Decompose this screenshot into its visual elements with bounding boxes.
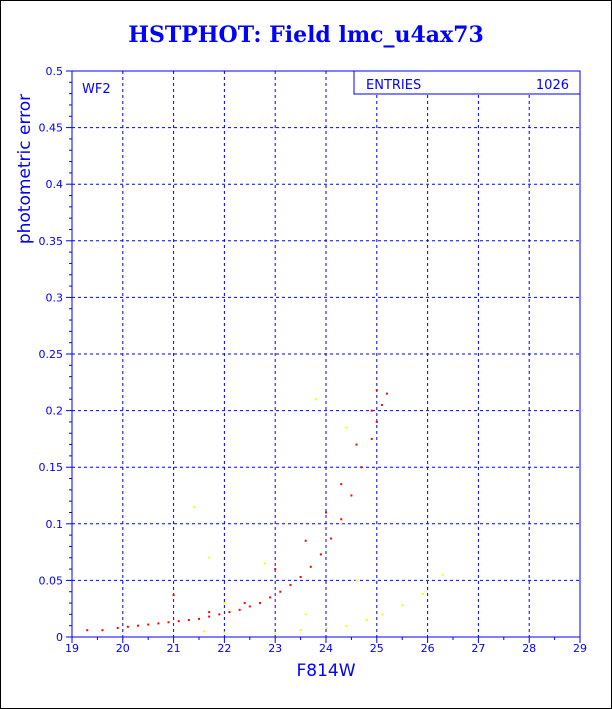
y-axis-title: photometric error xyxy=(15,94,35,244)
data-point xyxy=(279,590,282,593)
data-point xyxy=(116,626,119,629)
x-tick-label: 25 xyxy=(370,642,384,655)
data-point xyxy=(365,619,368,622)
data-point xyxy=(345,624,348,627)
y-tick-label: 0.05 xyxy=(39,574,64,587)
stats-box xyxy=(353,70,581,95)
data-point xyxy=(187,619,190,622)
data-point xyxy=(309,565,312,568)
chart-title: HSTPHOT: Field lmc_u4ax73 xyxy=(128,22,484,48)
data-point xyxy=(208,615,211,618)
data-point xyxy=(264,562,267,565)
x-tick-label: 20 xyxy=(116,642,130,655)
y-tick-label: 0.1 xyxy=(46,518,64,531)
data-point xyxy=(380,613,383,616)
data-point xyxy=(304,613,307,616)
data-points xyxy=(86,389,444,635)
data-point xyxy=(274,632,277,635)
data-point xyxy=(355,443,358,446)
data-point xyxy=(299,576,302,579)
data-point xyxy=(218,613,221,616)
data-point xyxy=(147,623,150,626)
data-point xyxy=(325,626,327,629)
stats-entries-label: ENTRIES xyxy=(366,78,421,93)
data-point xyxy=(203,630,206,633)
data-point xyxy=(223,631,226,634)
data-point xyxy=(340,483,343,486)
y-tick-label: 0.25 xyxy=(39,348,64,361)
y-tick-label: 0 xyxy=(56,631,63,644)
y-tick-label: 0.45 xyxy=(39,122,64,135)
data-point xyxy=(167,621,170,624)
data-point xyxy=(355,579,358,582)
x-tick-label: 21 xyxy=(167,642,181,655)
data-point xyxy=(198,617,200,620)
data-point xyxy=(370,409,373,412)
data-point xyxy=(345,426,348,429)
data-point xyxy=(126,625,129,628)
y-tick-label: 0.2 xyxy=(46,405,64,418)
data-point xyxy=(172,594,175,597)
data-point xyxy=(350,494,353,497)
data-point xyxy=(370,437,373,440)
y-tick-label: 0.5 xyxy=(46,65,64,78)
x-tick-label: 27 xyxy=(471,642,485,655)
data-point xyxy=(289,583,292,586)
data-point xyxy=(421,592,424,595)
data-point xyxy=(375,420,378,423)
x-tick-label: 23 xyxy=(268,642,282,655)
y-tick-label: 0.35 xyxy=(39,235,64,248)
data-point xyxy=(330,537,333,540)
data-point xyxy=(299,629,302,632)
data-point xyxy=(375,389,378,392)
data-point xyxy=(137,624,140,627)
data-point xyxy=(258,602,261,605)
x-tick-label: 29 xyxy=(573,642,587,655)
data-point xyxy=(243,602,246,605)
data-point xyxy=(157,622,160,625)
data-point xyxy=(314,398,317,401)
data-point xyxy=(248,605,251,608)
data-point xyxy=(177,620,180,623)
data-point xyxy=(319,553,322,556)
data-point xyxy=(101,629,104,632)
data-point xyxy=(340,522,343,525)
x-axis-title: F814W xyxy=(296,661,355,681)
data-point xyxy=(360,466,363,469)
data-point xyxy=(304,539,307,542)
data-point xyxy=(86,629,89,632)
x-tick-label: 19 xyxy=(65,642,79,655)
x-tick-label: 24 xyxy=(319,642,333,655)
panel-label: WF2 xyxy=(82,82,111,97)
data-point xyxy=(223,602,226,605)
x-tick-label: 22 xyxy=(217,642,231,655)
y-tick-label: 0.15 xyxy=(39,461,64,474)
data-point xyxy=(380,403,383,406)
data-point xyxy=(238,608,241,611)
data-point xyxy=(269,596,272,599)
data-point xyxy=(325,511,327,514)
data-point xyxy=(340,518,343,521)
data-point xyxy=(208,556,211,559)
data-point xyxy=(274,568,277,571)
data-point xyxy=(401,604,404,607)
x-tick-label: 28 xyxy=(522,642,536,655)
x-tick-label: 26 xyxy=(421,642,435,655)
data-point xyxy=(208,611,211,614)
data-point xyxy=(441,573,444,576)
data-point xyxy=(192,505,195,508)
y-tick-label: 0.3 xyxy=(46,291,64,304)
axis-ticks: 19 20 21 22 23 24 25 26 27 28 29 0 0.05 0.1 0.15 0.2 0.2… xyxy=(39,65,588,655)
y-tick-label: 0.4 xyxy=(46,178,64,191)
stats-entries-value: 1026 xyxy=(536,78,569,93)
data-point xyxy=(228,611,231,614)
data-point xyxy=(385,392,388,395)
